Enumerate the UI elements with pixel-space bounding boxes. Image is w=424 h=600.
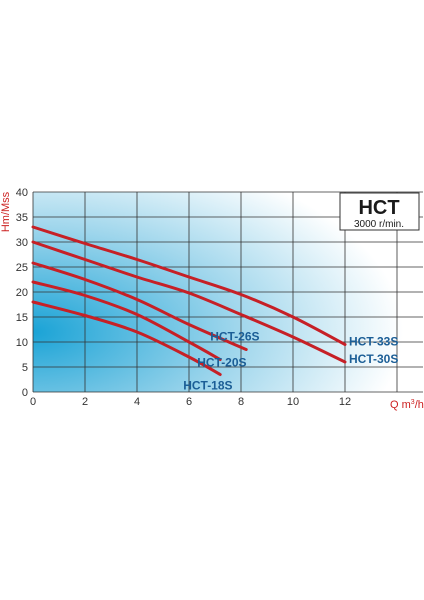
y-tick-label: 15 xyxy=(16,312,28,324)
chart-title: HCT xyxy=(358,197,399,219)
x-tick-label: 0 xyxy=(30,396,36,408)
curve-hct-26s xyxy=(31,261,248,351)
series-labels: HCT-33S HCT-30S HCT-26S HCT-20S HCT-18S xyxy=(183,330,398,393)
curve-hct-20s xyxy=(31,280,222,361)
x-tick-label: 2 xyxy=(82,396,88,408)
x-axis-label-main: Q m xyxy=(390,399,411,411)
series-label-hct-26s: HCT-26S xyxy=(210,330,259,344)
series-label-hct-18s: HCT-18S xyxy=(183,379,232,393)
x-axis-label-sup: 3 xyxy=(411,399,415,406)
series-label-hct-20s: HCT-20S xyxy=(197,356,246,370)
x-tick-label: 10 xyxy=(287,396,299,408)
x-tick-label: 4 xyxy=(134,396,140,408)
y-tick-label: 20 xyxy=(16,287,28,299)
y-tick-label: 10 xyxy=(16,337,28,349)
chart-subtitle: 3000 r/min. xyxy=(354,219,404,230)
y-tick-label: 40 xyxy=(16,187,28,199)
y-tick-label: 5 xyxy=(22,362,28,374)
curve-hct-33s xyxy=(31,225,347,346)
x-tick-label: 12 xyxy=(339,396,351,408)
y-tick-label: 35 xyxy=(16,212,28,224)
performance-curves xyxy=(31,225,347,376)
x-tick-label: 8 xyxy=(238,396,244,408)
y-tick-label: 30 xyxy=(16,237,28,249)
x-tick-label: 6 xyxy=(186,396,192,408)
x-axis-label-tail: /h xyxy=(415,399,424,411)
curve-hct-18s xyxy=(31,300,222,376)
y-axis-label: Hm/Mss xyxy=(0,191,12,232)
x-axis-label: Q m3/h xyxy=(390,399,424,411)
title-box: HCT 3000 r/min. xyxy=(339,192,420,231)
tick-labels: 0 2 4 6 8 10 12 0 5 10 15 20 25 30 35 40 xyxy=(16,187,351,408)
series-label-hct-33s: HCT-33S xyxy=(349,335,398,349)
curve-hct-30s xyxy=(31,240,347,364)
y-tick-label: 25 xyxy=(16,262,28,274)
series-label-hct-30s: HCT-30S xyxy=(349,352,398,366)
y-tick-label: 0 xyxy=(22,387,28,399)
